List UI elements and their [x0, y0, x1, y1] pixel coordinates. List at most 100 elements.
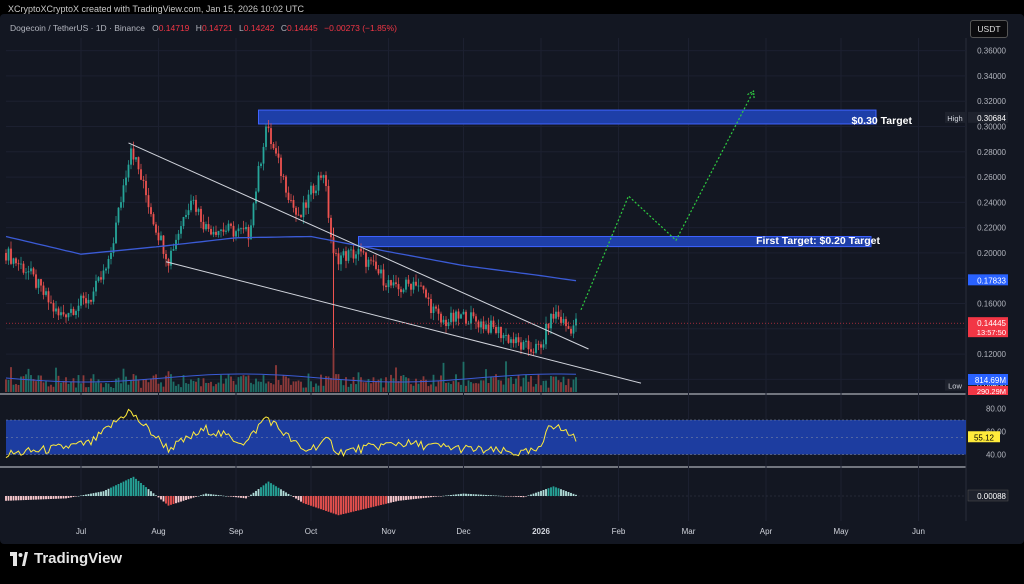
- candle-body: [372, 260, 375, 262]
- candle-body: [112, 243, 115, 253]
- macd-bar: [470, 494, 472, 496]
- last-price-value: 0.14445: [977, 319, 1006, 328]
- candle-body: [205, 224, 207, 230]
- candle-body: [502, 335, 505, 339]
- candle-body: [22, 263, 25, 273]
- volume-bar: [165, 375, 167, 392]
- candle-body: [7, 248, 10, 261]
- volume-bar: [242, 375, 245, 392]
- volume-bar: [285, 376, 287, 392]
- candle-body: [152, 214, 155, 225]
- volume-bar: [375, 380, 377, 392]
- candle-body: [215, 231, 217, 235]
- candle-body: [260, 163, 262, 166]
- candle-body: [230, 223, 232, 226]
- macd-bar: [572, 493, 575, 496]
- candle-body: [170, 250, 172, 266]
- candle-body: [197, 208, 200, 212]
- macd-bar: [312, 496, 315, 507]
- volume-bar: [177, 384, 180, 392]
- volume-bar: [565, 385, 567, 392]
- macd-bar: [87, 494, 90, 496]
- macd-bar: [507, 496, 510, 497]
- macd-bar: [325, 496, 327, 511]
- candle-body: [202, 221, 205, 230]
- candle-body: [497, 326, 500, 334]
- volume-bar: [300, 381, 302, 392]
- candle-body: [27, 271, 30, 273]
- candle-body: [382, 269, 385, 286]
- symbol-name: Dogecoin / TetherUS · 1D · Binance: [10, 23, 145, 33]
- tradingview-brand[interactable]: TradingView: [10, 550, 122, 567]
- volume-bar: [567, 378, 570, 392]
- volume-bar: [87, 387, 90, 392]
- volume-bar: [327, 376, 330, 392]
- volume-bar: [507, 378, 510, 392]
- macd-bar: [365, 496, 367, 509]
- candle-body: [127, 164, 130, 178]
- candle-body: [475, 316, 477, 322]
- macd-bar: [300, 496, 302, 502]
- candle-body: [435, 306, 437, 309]
- candle-body: [345, 251, 347, 261]
- volume-bar: [297, 380, 300, 392]
- macd-bar: [177, 496, 180, 503]
- macd-bar: [307, 496, 310, 505]
- macd-bar: [380, 496, 382, 505]
- volume-bar: [440, 375, 442, 392]
- volume-bar: [32, 379, 35, 392]
- macd-bar: [497, 495, 500, 497]
- macd-bar: [387, 496, 390, 504]
- volume-bar: [175, 385, 177, 392]
- macd-bar: [85, 494, 87, 496]
- candle-body: [530, 349, 532, 352]
- currency-button[interactable]: USDT: [970, 20, 1008, 38]
- price-label-prefix: High: [947, 114, 962, 123]
- volume-bar: [467, 380, 470, 392]
- candle-body: [367, 259, 370, 267]
- macd-bar: [42, 496, 45, 500]
- volume-bar: [470, 382, 472, 392]
- volume-bar: [97, 379, 100, 392]
- macd-bar: [252, 492, 255, 496]
- price-tick-label: 0.32000: [977, 97, 1006, 106]
- candle-body: [220, 229, 222, 231]
- volume-bar: [370, 383, 372, 392]
- macd-bar: [95, 492, 97, 496]
- candle-body: [572, 325, 575, 334]
- macd-bar: [170, 496, 172, 505]
- volume-bar: [225, 378, 227, 392]
- candle-body: [422, 285, 425, 290]
- macd-bar: [62, 496, 65, 499]
- macd-bar: [225, 496, 227, 497]
- volume-bar: [392, 378, 395, 392]
- candle-body: [82, 295, 85, 299]
- macd-bar: [207, 493, 210, 496]
- volume-bar: [325, 376, 327, 392]
- candle-body: [342, 251, 345, 256]
- macd-bar: [137, 480, 140, 496]
- candle-body: [135, 157, 137, 160]
- candle-body: [457, 311, 460, 319]
- macd-bar: [172, 496, 175, 504]
- macd-bar: [425, 496, 427, 498]
- macd-bar: [155, 495, 157, 496]
- macd-bar: [422, 496, 425, 499]
- volume-bar: [330, 378, 332, 392]
- macd-bar: [565, 491, 567, 496]
- macd-bar: [405, 496, 407, 500]
- candle-body: [312, 185, 315, 194]
- candle-body: [280, 157, 282, 176]
- volume-bar: [152, 375, 155, 392]
- candle-body: [265, 126, 267, 147]
- volume-bar: [250, 382, 252, 392]
- volume-bar: [550, 376, 552, 392]
- macd-bar: [92, 493, 95, 496]
- time-tick-label: Nov: [381, 527, 395, 536]
- macd-bar: [115, 485, 117, 496]
- volume-bar: [7, 379, 10, 392]
- candle-body: [390, 280, 392, 286]
- macd-bar: [555, 487, 557, 496]
- volume-bar: [257, 381, 260, 392]
